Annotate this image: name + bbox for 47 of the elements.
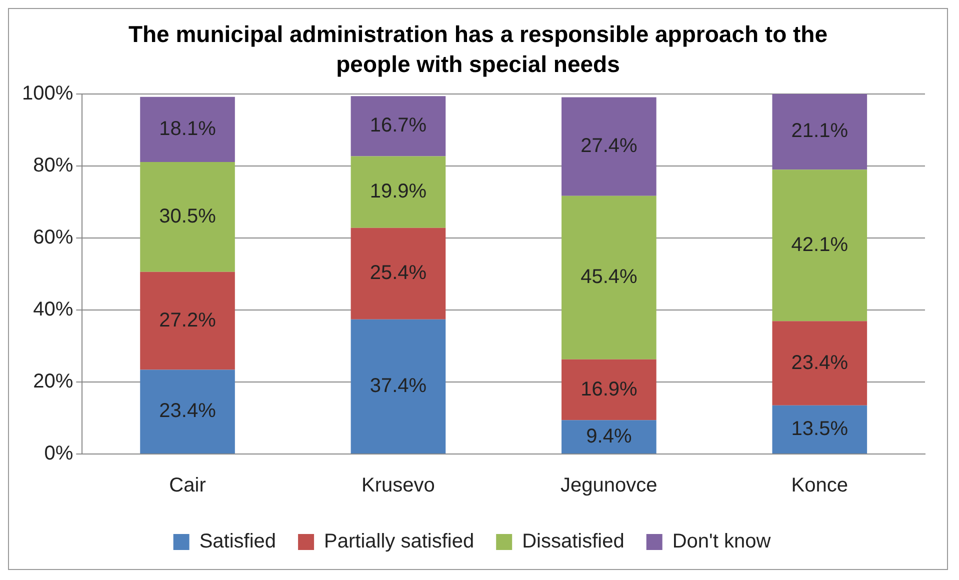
y-tick-label: 80% <box>33 154 74 177</box>
y-tick-label: 100% <box>22 82 74 105</box>
data-label: 27.2% <box>159 309 216 332</box>
x-tick-label: Konce <box>791 474 848 497</box>
legend-label: Don't know <box>672 530 772 553</box>
y-tick-label: 40% <box>33 298 74 321</box>
bar <box>140 370 235 454</box>
chart-title: The municipal administration has a responsible approach to the people with special needs <box>127 20 829 79</box>
bar <box>772 94 868 170</box>
bar <box>140 96 235 162</box>
data-label: 23.4% <box>791 352 848 374</box>
data-label: 37.4% <box>370 374 427 397</box>
legend-label: Partially satisfied <box>324 530 474 553</box>
bar <box>140 272 235 370</box>
data-label: 23.4% <box>159 400 216 422</box>
bar <box>772 170 868 322</box>
x-tick-label: Krusevo <box>362 474 435 497</box>
bar <box>140 162 235 272</box>
data-label: 19.9% <box>370 180 427 203</box>
x-tick-label: Jegunovce <box>560 474 658 497</box>
x-tick-label: Cair <box>169 474 206 497</box>
y-tick-label: 0% <box>44 442 74 465</box>
data-label: 18.1% <box>159 118 216 140</box>
bar <box>562 420 656 454</box>
data-label: 21.1% <box>791 120 848 142</box>
bar <box>350 228 446 320</box>
bar <box>562 97 656 196</box>
legend-label: Satisfied <box>199 530 276 553</box>
bar <box>350 156 446 228</box>
data-label: 16.7% <box>370 114 427 137</box>
y-tick-label: 20% <box>33 370 74 393</box>
bar <box>772 405 868 454</box>
bar <box>350 96 446 156</box>
bar <box>772 321 868 406</box>
y-tick-label: 60% <box>33 226 74 249</box>
bar <box>350 319 446 454</box>
data-label: 30.5% <box>159 205 216 228</box>
legend-label: Dissatisfied <box>522 530 624 553</box>
data-label: 16.9% <box>580 378 638 400</box>
data-label: 45.4% <box>580 266 638 288</box>
bar <box>562 196 656 360</box>
data-label: 13.5% <box>791 418 848 440</box>
data-label: 25.4% <box>370 262 427 284</box>
data-label: 42.1% <box>791 234 848 256</box>
data-label: 27.4% <box>580 135 638 158</box>
bar <box>562 359 656 420</box>
data-label: 9.4% <box>586 425 632 448</box>
